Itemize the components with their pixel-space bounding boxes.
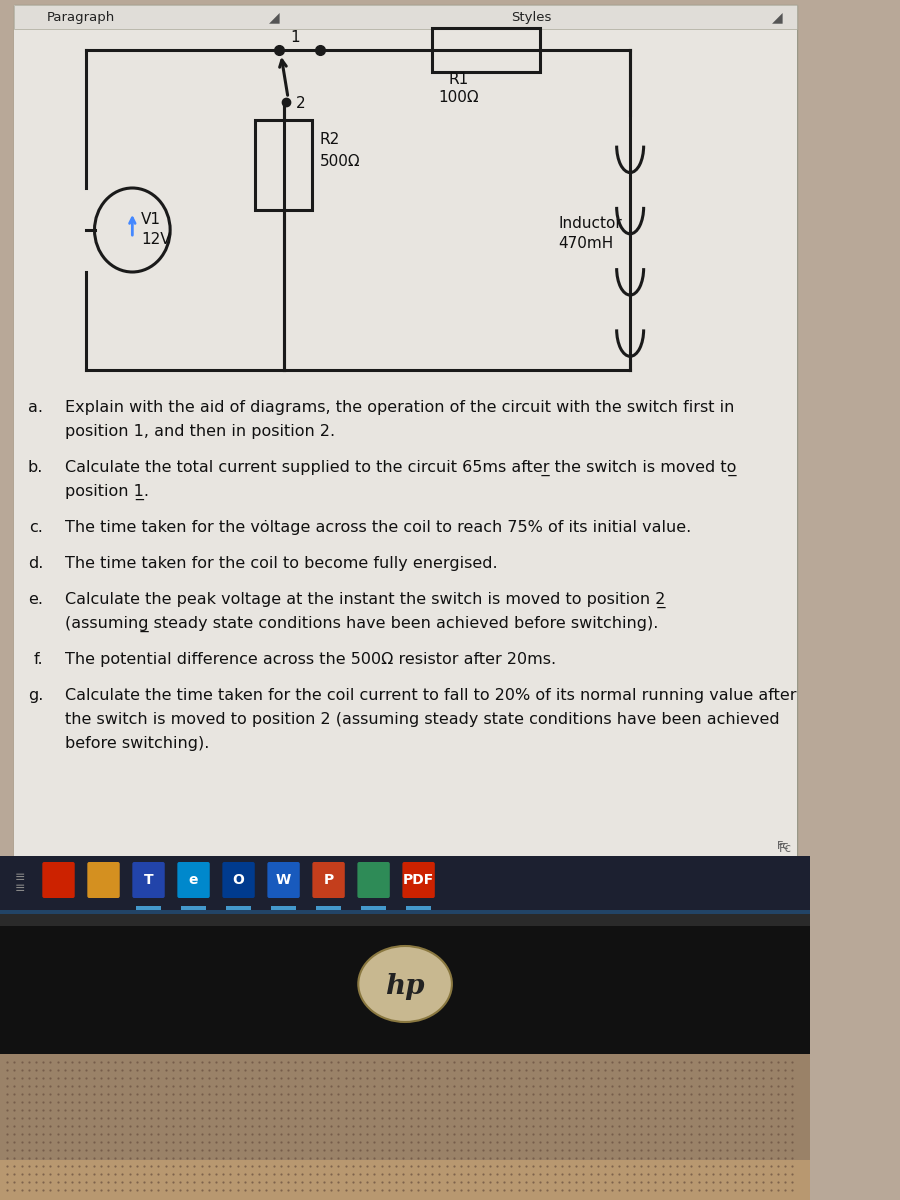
FancyBboxPatch shape xyxy=(222,862,255,898)
FancyBboxPatch shape xyxy=(177,862,210,898)
Text: Fc: Fc xyxy=(777,841,789,851)
Ellipse shape xyxy=(358,946,452,1022)
Text: V1: V1 xyxy=(141,212,161,228)
Text: 12V: 12V xyxy=(141,233,171,247)
Bar xyxy=(361,906,386,910)
Text: b.: b. xyxy=(28,460,43,475)
Bar xyxy=(0,1054,810,1200)
Bar xyxy=(255,120,312,210)
Bar xyxy=(14,5,796,875)
Bar xyxy=(136,906,161,910)
Text: 100Ω: 100Ω xyxy=(439,90,480,106)
Text: Explain with the aid of diagrams, the operation of the circuit with the switch f: Explain with the aid of diagrams, the op… xyxy=(65,400,734,415)
Bar xyxy=(14,5,796,875)
Text: a.: a. xyxy=(28,400,43,415)
Text: e: e xyxy=(189,874,198,887)
Text: g.: g. xyxy=(28,688,43,703)
Text: position 1̲.: position 1̲. xyxy=(65,484,148,500)
Text: Styles: Styles xyxy=(511,11,552,24)
Text: PDF: PDF xyxy=(403,874,434,887)
Text: The potential difference across the 500Ω resistor after 20ms.: The potential difference across the 500Ω… xyxy=(65,652,556,667)
Bar xyxy=(0,856,810,914)
Text: R2: R2 xyxy=(320,132,340,148)
Bar xyxy=(226,906,251,910)
Text: 1: 1 xyxy=(290,30,300,46)
Text: P: P xyxy=(323,874,334,887)
Text: 2: 2 xyxy=(296,96,305,112)
Bar xyxy=(406,906,431,910)
FancyBboxPatch shape xyxy=(267,862,300,898)
Bar xyxy=(0,910,810,914)
FancyBboxPatch shape xyxy=(402,862,435,898)
Text: c.: c. xyxy=(30,520,43,535)
Bar xyxy=(181,906,206,910)
Bar xyxy=(316,906,341,910)
Text: 470mH: 470mH xyxy=(558,236,614,251)
Text: Calculate the time taken for the coil current to fall to 20% of its normal runni: Calculate the time taken for the coil cu… xyxy=(65,688,796,703)
Text: Calculate the peak voltage at the instant the switch is moved to position 2̲: Calculate the peak voltage at the instan… xyxy=(65,592,665,608)
Text: The time taken for the vȯltage across the coil to reach 75% of its initial valu: The time taken for the vȯltage across t… xyxy=(65,520,691,535)
Bar xyxy=(14,5,796,29)
Text: position 1, and then in position 2.: position 1, and then in position 2. xyxy=(65,424,335,439)
Text: T: T xyxy=(144,874,153,887)
FancyBboxPatch shape xyxy=(312,862,345,898)
Text: the switch is moved to position 2 (assuming steady state conditions have been ac: the switch is moved to position 2 (assum… xyxy=(65,712,779,727)
Text: Paragraph: Paragraph xyxy=(47,11,115,24)
Text: Fc: Fc xyxy=(778,841,791,854)
Text: Inductor: Inductor xyxy=(558,216,622,230)
FancyBboxPatch shape xyxy=(87,862,120,898)
Text: before switching).: before switching). xyxy=(65,736,209,751)
Text: ◢: ◢ xyxy=(771,10,782,24)
Text: ◢: ◢ xyxy=(269,10,280,24)
FancyBboxPatch shape xyxy=(357,862,390,898)
Text: hp: hp xyxy=(385,972,425,1000)
Bar xyxy=(0,914,810,926)
Text: (assuming̲ steady state conditions have been achieved before switching).: (assuming̲ steady state conditions have … xyxy=(65,616,658,632)
Text: Calculate the total current supplied to the circuit 65ms after̲ the switch is mo: Calculate the total current supplied to … xyxy=(65,460,736,476)
Text: R1: R1 xyxy=(449,72,469,88)
Text: 500Ω: 500Ω xyxy=(320,155,360,169)
Bar xyxy=(432,28,540,72)
Text: f.: f. xyxy=(33,652,43,667)
Text: ≡
≡: ≡ ≡ xyxy=(14,871,25,895)
Bar xyxy=(0,914,810,1200)
FancyBboxPatch shape xyxy=(132,862,165,898)
Text: O: O xyxy=(232,874,245,887)
Text: The time taken for the coil to become fully energised.: The time taken for the coil to become fu… xyxy=(65,556,498,571)
FancyBboxPatch shape xyxy=(42,862,75,898)
Bar xyxy=(0,1160,810,1200)
Text: d.: d. xyxy=(28,556,43,571)
Text: W: W xyxy=(276,874,292,887)
Bar xyxy=(271,906,296,910)
Text: e.: e. xyxy=(28,592,43,607)
